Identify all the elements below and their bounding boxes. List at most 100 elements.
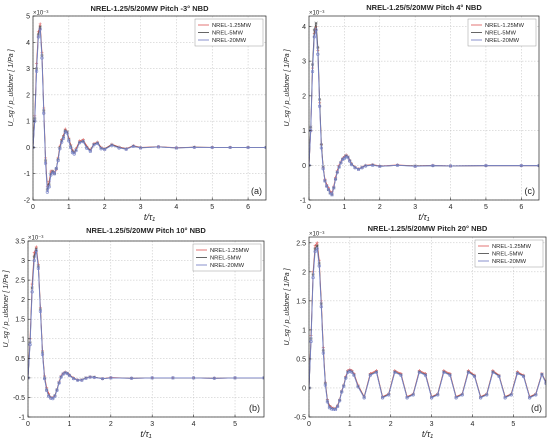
data-point: [38, 22, 42, 26]
data-point: [32, 258, 36, 263]
y-tick-label: -2: [24, 198, 30, 205]
data-point: [528, 396, 532, 400]
data-point: [395, 163, 400, 167]
data-point: [47, 185, 51, 189]
data-point: [344, 376, 348, 380]
data-point: [174, 146, 178, 150]
data-point: [264, 145, 266, 150]
data-point: [309, 339, 313, 344]
data-point: [42, 377, 47, 381]
y-tick-label: -1: [19, 415, 25, 422]
data-point: [503, 396, 507, 400]
data-point: [45, 388, 49, 393]
data-point: [54, 166, 58, 171]
data-point: [509, 393, 513, 397]
y-tick-label: 3.5: [15, 239, 25, 246]
data-point: [387, 393, 391, 397]
data-point: [521, 374, 526, 378]
x-tick-label: 5: [511, 421, 515, 428]
y-tick-label: 1: [21, 336, 25, 343]
y-axis-label: U_sg / p_ulsbner [ 1/Pa ]: [284, 267, 291, 345]
data-point: [417, 370, 421, 374]
data-point: [34, 69, 39, 73]
data-point: [311, 276, 315, 280]
data-point: [540, 373, 544, 377]
x-tick-label: 6: [246, 204, 250, 211]
data-point: [71, 377, 76, 381]
series-group: [28, 245, 264, 401]
series-group: [309, 21, 539, 197]
data-point: [319, 305, 323, 309]
y-tick-label: -1: [24, 171, 30, 178]
x-tick-label: 2: [103, 204, 107, 211]
data-point: [448, 164, 453, 168]
data-point: [371, 163, 375, 167]
data-point: [360, 166, 364, 170]
y-tick-label: 0: [302, 385, 306, 392]
data-point: [323, 383, 327, 387]
data-point: [337, 165, 341, 169]
data-point: [436, 393, 440, 397]
chart-panel-3: 0 1 2 3 4 5-0.500.511.522.5×10⁻³NREL-1.25/5/2…: [284, 224, 547, 439]
axes-frame: [27, 240, 265, 418]
x-tick-label: 3: [413, 204, 417, 211]
data-point: [262, 376, 264, 380]
x-tick-label: 2: [109, 421, 113, 428]
data-point: [156, 145, 161, 149]
data-point: [212, 376, 216, 380]
data-point: [43, 161, 48, 165]
x-tick-label: 4: [449, 204, 453, 211]
data-point: [333, 177, 338, 181]
data-point: [338, 399, 342, 403]
chart-panel-2: 0 1 2 3 4 5 -1 -0.5 0 0.5 1 1.5 2 2.5 3 3.5 ×10⁻³ NREL-1.…: [3, 226, 265, 439]
x-axis-label: t/τ₁: [144, 212, 155, 222]
data-point: [544, 381, 546, 385]
data-point: [319, 146, 323, 150]
data-point: [69, 145, 73, 150]
data-point: [448, 373, 452, 377]
y-exponent: ×10⁻³: [309, 232, 324, 238]
data-point: [109, 376, 113, 380]
axes-frame: [308, 15, 540, 201]
data-point: [138, 146, 143, 150]
y-tick-label: 1: [302, 128, 306, 135]
chart-title: NREL-1.25/5/20MW Pitch 20° NBD: [368, 224, 488, 233]
data-point: [399, 373, 403, 377]
series-group: [309, 241, 546, 412]
data-point: [315, 244, 319, 248]
data-point: [321, 167, 325, 171]
data-point: [56, 158, 60, 163]
data-point: [233, 376, 237, 380]
data-point: [325, 400, 329, 404]
data-point: [55, 388, 59, 393]
data-point: [92, 143, 96, 147]
series-line-2: [33, 29, 266, 193]
legend-entry: NREL-5MW: [485, 31, 516, 37]
data-point: [28, 343, 32, 347]
data-point: [442, 370, 446, 374]
data-point: [171, 376, 175, 380]
data-point: [346, 156, 350, 160]
chart-title: NREL-1.25/5/20MW Pitch 10° NBD: [86, 226, 206, 235]
panel-label: (a): [251, 186, 262, 196]
data-point: [51, 397, 55, 401]
data-point: [117, 146, 121, 150]
data-point: [150, 376, 154, 380]
data-point: [100, 377, 105, 381]
data-point: [519, 164, 523, 168]
data-point: [339, 161, 343, 165]
data-point: [45, 190, 49, 194]
x-tick-label: 5: [484, 204, 488, 211]
data-point: [65, 131, 69, 135]
data-point: [466, 370, 470, 374]
data-point: [40, 56, 44, 60]
data-point: [317, 264, 321, 268]
data-point: [95, 141, 100, 146]
data-point: [228, 145, 232, 150]
data-point: [47, 394, 51, 398]
data-point: [74, 148, 78, 153]
y-axis-label: U_sg / p_ulsbner [ 1/Pa ]: [8, 48, 15, 126]
